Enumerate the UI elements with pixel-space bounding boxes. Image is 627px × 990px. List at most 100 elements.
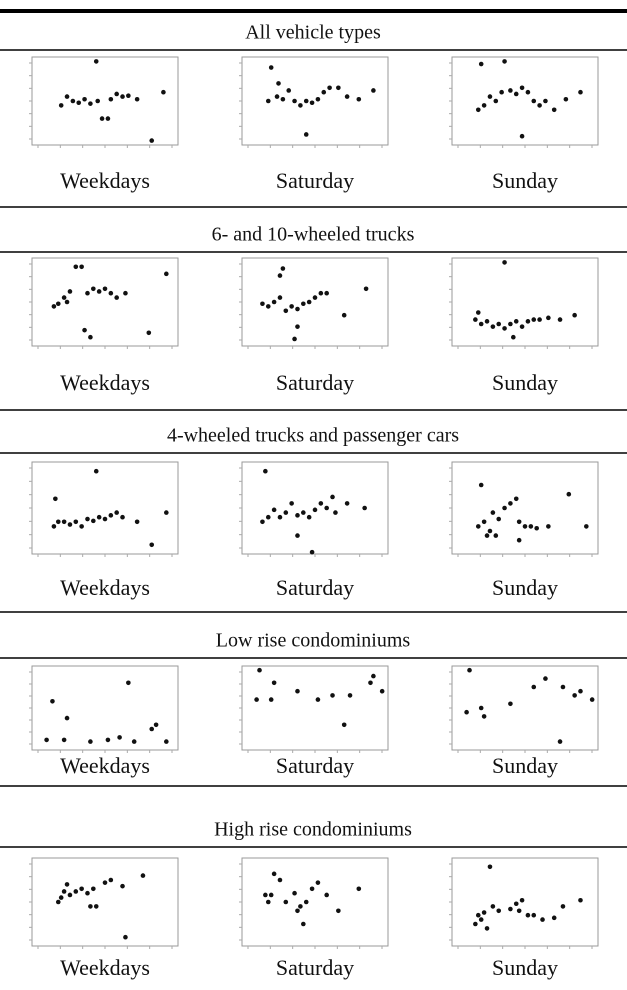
point	[120, 94, 125, 99]
point	[315, 96, 321, 102]
point	[263, 892, 268, 898]
point	[126, 680, 131, 686]
point	[73, 889, 79, 894]
point	[336, 85, 341, 91]
point	[91, 286, 96, 292]
point	[537, 317, 542, 322]
point	[306, 514, 312, 520]
point	[123, 934, 128, 940]
panel-label: Saturday	[276, 575, 354, 600]
panel-label: Saturday	[276, 168, 354, 193]
point	[88, 739, 93, 744]
point	[481, 910, 487, 915]
point	[584, 524, 589, 529]
point	[330, 494, 335, 500]
point	[572, 693, 577, 698]
point	[557, 317, 563, 322]
section-title: All vehicle types	[245, 22, 381, 44]
point	[120, 883, 125, 889]
point	[543, 676, 548, 681]
plot-frame	[451, 857, 599, 947]
point	[274, 94, 280, 99]
point	[102, 516, 108, 522]
point	[481, 103, 487, 108]
panel-label: Weekdays	[60, 955, 150, 980]
point	[44, 737, 49, 743]
point	[73, 264, 79, 270]
point	[286, 88, 292, 93]
point	[511, 334, 516, 340]
point	[327, 85, 332, 91]
point	[475, 524, 481, 529]
point	[73, 519, 79, 525]
point	[55, 519, 61, 525]
point	[363, 286, 369, 292]
point	[88, 334, 93, 340]
panel-label: Weekdays	[60, 753, 150, 778]
point	[578, 897, 583, 903]
point	[341, 312, 347, 318]
point	[260, 519, 265, 525]
point	[301, 921, 306, 927]
point	[58, 103, 64, 108]
point	[295, 908, 300, 914]
point	[513, 91, 519, 97]
panel-label: Weekdays	[60, 370, 150, 395]
point	[321, 89, 327, 95]
panel-label: Saturday	[276, 753, 354, 778]
point	[490, 904, 496, 909]
point	[315, 880, 321, 885]
point	[91, 518, 96, 524]
point	[114, 295, 119, 300]
point	[76, 100, 82, 106]
point	[134, 96, 140, 102]
point	[481, 714, 487, 719]
point	[140, 873, 146, 878]
point	[108, 96, 114, 102]
point	[85, 290, 90, 296]
point	[265, 304, 271, 309]
point	[295, 324, 300, 329]
point	[344, 501, 350, 506]
point	[508, 906, 513, 912]
point	[478, 705, 484, 711]
point	[268, 65, 274, 70]
section-title: High rise condominiums	[214, 819, 412, 841]
plot-frame	[31, 56, 179, 146]
point	[164, 739, 169, 744]
point	[309, 886, 315, 892]
point	[105, 116, 111, 121]
point	[478, 917, 484, 922]
point	[519, 324, 525, 329]
plot-frame	[451, 56, 599, 146]
point	[102, 286, 108, 292]
point	[164, 510, 169, 515]
point	[473, 317, 478, 322]
point	[572, 312, 577, 318]
point	[516, 908, 522, 914]
point	[516, 537, 522, 543]
point	[85, 516, 90, 522]
point	[85, 890, 90, 896]
point	[265, 98, 271, 104]
point	[61, 519, 67, 525]
point	[309, 100, 315, 106]
point	[64, 882, 70, 887]
point	[478, 61, 484, 67]
point	[265, 899, 271, 905]
point	[560, 904, 566, 909]
point	[519, 897, 525, 903]
point	[280, 96, 286, 102]
point	[478, 321, 484, 327]
point	[493, 533, 499, 538]
point	[513, 496, 519, 502]
point	[61, 295, 67, 300]
panel-label: Saturday	[276, 370, 354, 395]
plot-frame	[451, 257, 599, 347]
point	[508, 88, 513, 93]
panel-label: Sunday	[492, 753, 558, 778]
point	[61, 889, 67, 894]
point	[277, 273, 283, 278]
point	[292, 890, 297, 896]
